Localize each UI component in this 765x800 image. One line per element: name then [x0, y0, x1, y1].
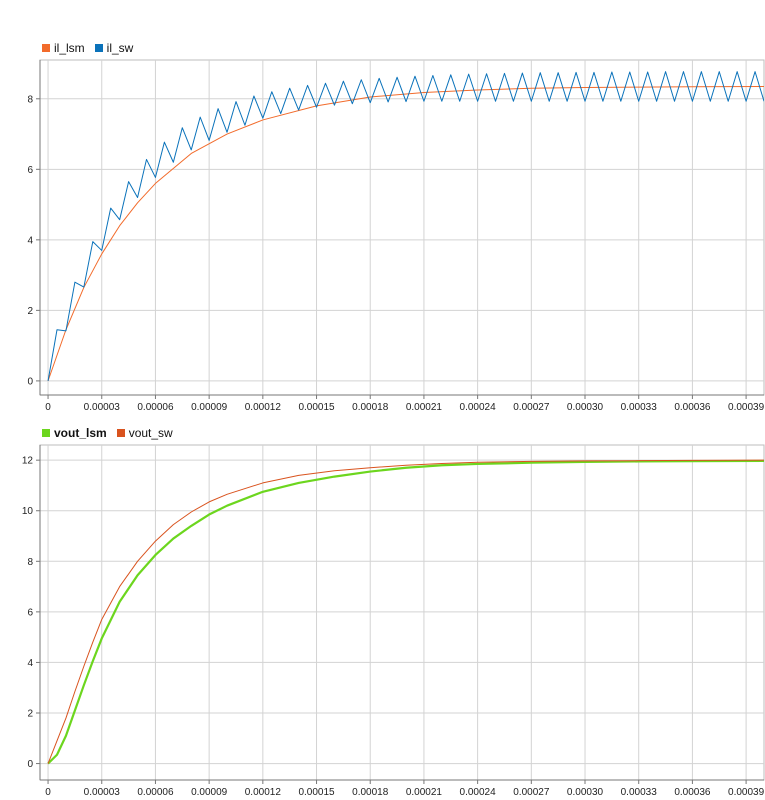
x-tick-label: 0.00009: [191, 402, 228, 413]
x-tick-label: 0.00021: [406, 787, 443, 798]
y-tick-label: 8: [27, 557, 33, 568]
top-chart-legend: il_lsm il_sw: [42, 41, 143, 55]
x-tick-label: 0.00012: [245, 402, 282, 413]
series-line-vout-sw: [47, 459, 764, 764]
x-tick-label: 0: [45, 787, 51, 798]
x-tick-label: 0.00012: [245, 787, 282, 798]
x-tick-label: 0: [45, 402, 51, 413]
series-line-vout-lsm: [47, 459, 764, 765]
y-tick-label: 0: [27, 759, 33, 770]
x-tick-label: 0.00027: [513, 402, 550, 413]
x-tick-label: 0.00033: [621, 402, 658, 413]
il-lsm-swatch: [42, 44, 50, 52]
vout-lsm-swatch: [42, 429, 50, 437]
y-tick-label: 2: [27, 709, 33, 720]
y-tick-label: 0: [27, 376, 33, 387]
y-tick-label: 4: [27, 658, 33, 669]
y-tick-label: 10: [22, 506, 34, 517]
x-tick-label: 0.00015: [298, 787, 335, 798]
il-sw-swatch: [94, 44, 103, 52]
vout-sw-swatch: [116, 429, 125, 437]
inductor-current-chart[interactable]: 0 0.00003 0.00006 0.00009 0.00012 0.00015 0.00…: [27, 59, 765, 413]
y-tick-label: 12: [22, 456, 34, 467]
x-tick-label: 0.00006: [137, 787, 174, 798]
series-line-il-sw: [47, 71, 764, 381]
x-tick-label: 0.00039: [728, 402, 765, 413]
x-tick-label: 0.00027: [513, 787, 550, 798]
plot-area: [39, 444, 765, 781]
y-tick-label: 6: [27, 165, 33, 176]
x-tick-label: 0.00003: [84, 787, 121, 798]
x-tick-label: 0.00024: [460, 402, 497, 413]
legend-label-vout-sw: vout_sw: [128, 426, 173, 440]
legend-item-vout-lsm[interactable]: vout_lsm: [42, 426, 107, 440]
x-tick-label: 0.00018: [352, 402, 389, 413]
plot-area: [39, 59, 765, 396]
x-tick-label: 0.00018: [352, 787, 389, 798]
x-tick-label: 0.00024: [460, 787, 497, 798]
legend-label-vout-lsm: vout_lsm: [54, 426, 107, 440]
y-tick-label: 4: [27, 235, 33, 246]
legend-item-il-lsm[interactable]: il_lsm: [42, 41, 85, 55]
x-tick-label: 0.00003: [84, 402, 121, 413]
legend-label-il-lsm: il_lsm: [54, 41, 85, 55]
bottom-chart-legend: vout_lsm vout_sw: [42, 426, 183, 440]
x-tick-label: 0.00021: [406, 402, 443, 413]
y-tick-label: 6: [27, 607, 33, 618]
legend-item-vout-sw[interactable]: vout_sw: [116, 426, 173, 440]
x-tick-label: 0.00030: [567, 402, 604, 413]
series-line-il-lsm: [47, 85, 764, 382]
x-tick-label: 0.00006: [137, 402, 174, 413]
legend-label-il-sw: il_sw: [106, 41, 134, 55]
x-tick-label: 0.00030: [567, 787, 604, 798]
output-voltage-chart[interactable]: 0 0.00003 0.00006 0.00009 0.00012 0.00015 0.00…: [22, 444, 765, 798]
x-tick-label: 0.00039: [728, 787, 765, 798]
y-tick-label: 2: [27, 306, 33, 317]
x-tick-label: 0.00015: [298, 402, 335, 413]
y-tick-label: 8: [27, 94, 33, 105]
x-tick-label: 0.00036: [674, 787, 711, 798]
x-tick-label: 0.00036: [674, 402, 711, 413]
legend-item-il-sw[interactable]: il_sw: [94, 41, 134, 55]
x-tick-label: 0.00009: [191, 787, 228, 798]
x-tick-label: 0.00033: [621, 787, 658, 798]
